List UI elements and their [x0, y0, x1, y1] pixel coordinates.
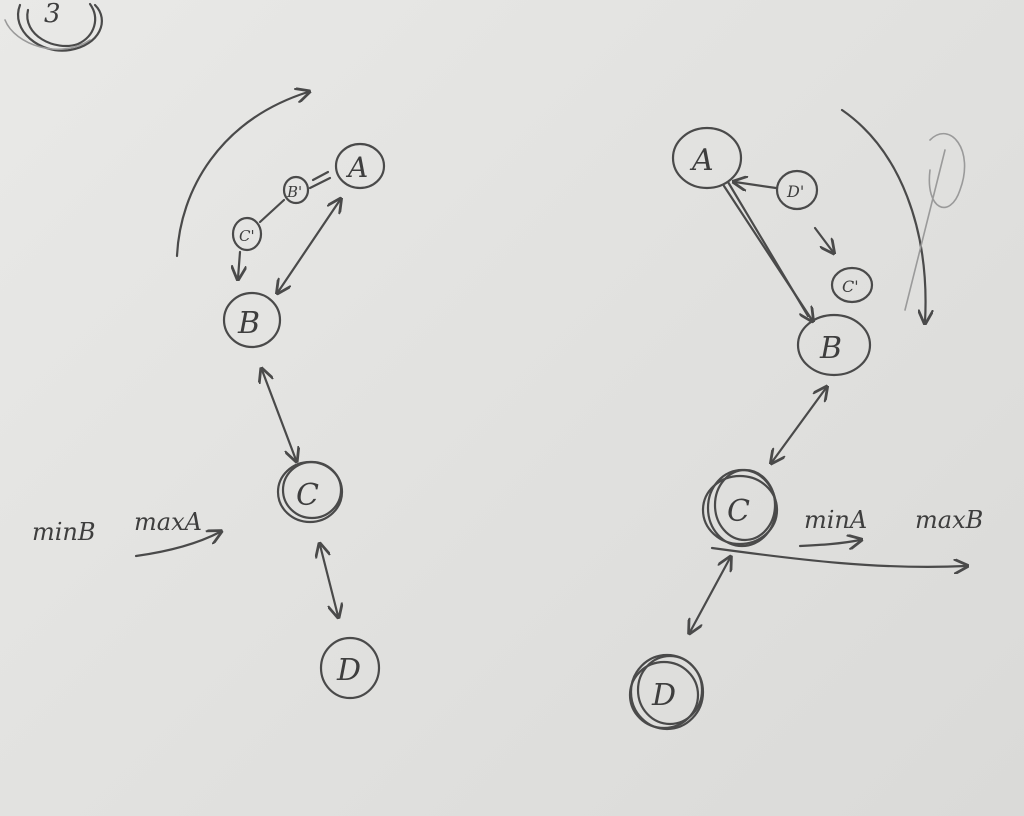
- left-rotation-arrow: [175, 92, 308, 258]
- right-node-C-outline: [713, 468, 777, 542]
- right-node-D-outline-2: [628, 660, 700, 730]
- right-node-D-label: D: [651, 678, 676, 713]
- left-arrow-B-C: [262, 370, 296, 460]
- left-node-B-prime-label: B': [286, 183, 302, 201]
- left-node-C-prime: [231, 216, 263, 252]
- right-rotation-arrow: [840, 108, 926, 322]
- left-arrow-A-B: [278, 200, 340, 292]
- right-node-A: [671, 126, 743, 190]
- right-node-C-outline-2: [701, 474, 779, 546]
- right-node-D-prime-label: D': [786, 182, 804, 201]
- left-diagram: A B' C' B C D minB maxA: [32, 92, 386, 700]
- left-node-B-label: B: [237, 306, 260, 341]
- right-node-B: [796, 313, 872, 377]
- corner-mark: 3: [44, 0, 61, 29]
- left-arrow-Cprime-B: [238, 250, 240, 278]
- left-node-C-outline: [281, 460, 343, 520]
- left-axis-max-label: maxA: [134, 508, 202, 536]
- left-link-Cprime-Bprime: [258, 198, 286, 224]
- right-node-D-prime: [775, 169, 819, 211]
- right-arrow-A-B-double: [726, 180, 810, 318]
- left-axis-min-label: minB: [32, 518, 96, 546]
- left-link-Bprime-A: [308, 170, 332, 190]
- right-diagram: A D' C' B C minA maxB D: [628, 108, 983, 731]
- right-axis-arrow: [710, 546, 966, 567]
- right-node-C-label: C: [727, 494, 750, 529]
- right-erased-mark: [904, 133, 966, 311]
- right-axis-min-label: minA: [804, 506, 867, 534]
- left-arrow-C-D: [320, 545, 338, 616]
- right-node-B-label: B: [819, 331, 842, 366]
- left-node-D-label: D: [336, 653, 361, 688]
- right-arrow-Dprime-Cprime: [813, 226, 833, 252]
- right-arrow-B-C: [772, 388, 826, 462]
- right-node-D-outline: [636, 654, 704, 726]
- left-node-A: [334, 142, 386, 190]
- right-short-arrow: [798, 540, 860, 546]
- corner-scribble: 3: [4, 0, 103, 52]
- left-axis-arrow: [134, 532, 220, 558]
- right-node-A-label: A: [689, 143, 714, 178]
- right-node-C-prime: [830, 266, 874, 304]
- right-node-C-prime-label: C': [842, 277, 859, 296]
- left-node-C-prime-label: C': [239, 227, 255, 245]
- right-arrow-C-D: [690, 558, 730, 632]
- left-node-D: [319, 636, 381, 700]
- left-node-A-label: A: [345, 151, 368, 184]
- left-node-C-label: C: [296, 478, 319, 513]
- right-axis-max-label: maxB: [915, 506, 983, 534]
- left-node-B: [222, 291, 282, 349]
- right-arrow-Dprime-A: [735, 182, 778, 188]
